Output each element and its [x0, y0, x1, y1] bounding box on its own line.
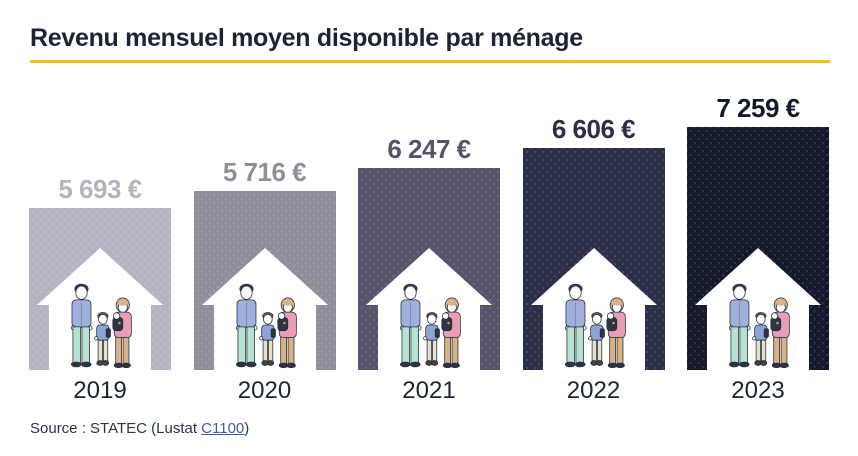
family-illustration — [70, 283, 132, 369]
page-title: Revenu mensuel moyen disponible par ména… — [30, 24, 583, 52]
source-line: Source : STATEC (Lustat C1100) — [30, 420, 249, 437]
source-link[interactable]: C1100 — [201, 420, 245, 437]
family-illustration — [235, 283, 297, 369]
family-illustration — [399, 283, 461, 369]
up-arrow-house-icon — [695, 248, 821, 370]
bar-column-2019: 5 693 € 2019 — [29, 96, 171, 406]
bar-value-label: 6 247 € — [387, 134, 471, 164]
year-label-2021: 2021 — [402, 377, 456, 404]
bar-column-2021: 6 247 € 2021 — [358, 96, 500, 406]
year-label-2019: 2019 — [73, 377, 127, 404]
year-label-2020: 2020 — [237, 377, 292, 404]
bar-value-label: 6 606 € — [551, 114, 636, 144]
bar-value-label: 5 693 € — [58, 174, 142, 204]
family-illustration — [564, 283, 626, 369]
up-arrow-house-icon — [366, 248, 492, 370]
bar-column-2020: 5 716 € 2020 — [193, 96, 336, 406]
title-underline — [30, 60, 830, 63]
bar-2019 — [29, 208, 171, 370]
bar-value-label: 7 259 € — [716, 93, 800, 123]
family-illustration — [728, 283, 790, 369]
bar-chart: 5 693 € 2019 5 716 € 2020 6 247 € 2021 6 606 €… — [29, 93, 830, 426]
up-arrow-house-icon — [530, 248, 657, 370]
year-label-2022: 2022 — [566, 377, 621, 404]
bar-column-2023: 7 259 € 2023 — [687, 93, 829, 406]
source-text-suffix: ) — [244, 420, 250, 437]
bar-column-2022: 6 606 € 2022 — [522, 96, 665, 406]
up-arrow-house-icon — [37, 248, 163, 370]
source-text: Source : STATEC (Lustat — [30, 420, 202, 437]
up-arrow-house-icon — [201, 248, 328, 370]
bar-value-label: 5 716 € — [222, 157, 307, 187]
year-label-2023: 2023 — [731, 377, 785, 404]
